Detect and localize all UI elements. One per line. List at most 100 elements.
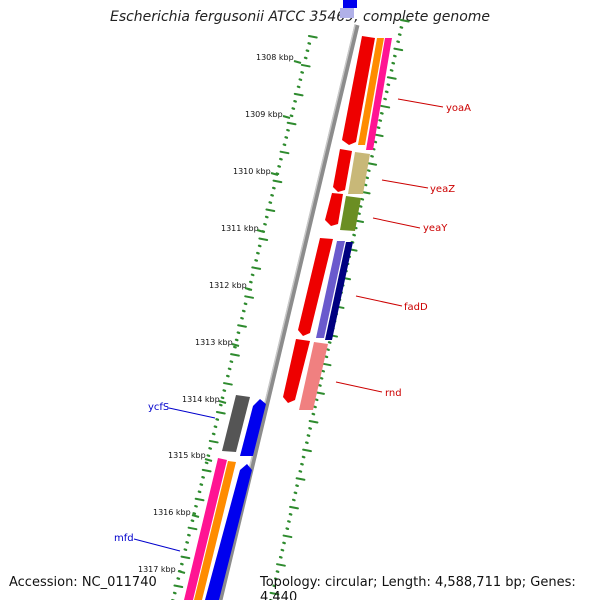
inner-track-dot xyxy=(237,324,247,328)
inner-track-dot xyxy=(220,396,225,400)
outer-track-dot xyxy=(282,534,293,539)
gene-label-mfd: mfd xyxy=(114,533,134,544)
outer-track-dot xyxy=(275,570,280,573)
inner-track-dot xyxy=(282,143,287,147)
inner-track-dot xyxy=(197,490,202,494)
inner-track-dot xyxy=(271,186,276,190)
inner-track-dot xyxy=(286,128,290,132)
outer-track-dot xyxy=(380,104,391,109)
gene-label-yeaY: yeaY xyxy=(423,223,448,234)
outer-track-dot xyxy=(391,61,396,65)
kbp-tick xyxy=(270,172,279,176)
top-blue-marker xyxy=(343,0,357,8)
inner-track-dot xyxy=(208,439,219,444)
inner-track-dot xyxy=(187,533,191,537)
inner-track-dot xyxy=(204,461,209,465)
inner-track-dot xyxy=(256,251,260,255)
inner-track-dot xyxy=(222,382,233,386)
yoaA-cds-red xyxy=(342,36,375,145)
inner-track-dot xyxy=(211,432,216,436)
outer-track-dot xyxy=(314,398,319,402)
inner-track-dot xyxy=(296,85,301,89)
accession-text: Accession: NC_011740 xyxy=(9,575,157,590)
inner-track-dot xyxy=(240,316,244,320)
outer-track-dot xyxy=(399,19,410,23)
gene-label-rnd: rnd xyxy=(385,388,402,399)
inner-track-dot xyxy=(298,78,303,81)
outer-track-dot xyxy=(378,119,383,122)
outer-track-dot xyxy=(386,83,391,87)
outer-track-dot xyxy=(288,512,293,516)
outer-track-dot xyxy=(302,448,312,453)
inner-track-dot xyxy=(244,295,255,299)
inner-track-dot xyxy=(199,483,204,486)
mfd-cds-blue xyxy=(205,464,252,600)
topology-text: Topology: circular; Length: 4,588,711 bp… xyxy=(260,575,576,600)
inner-track-dot xyxy=(206,454,211,457)
yoaA-leader xyxy=(397,98,444,108)
outer-track-dot xyxy=(366,169,371,172)
outer-track-dot xyxy=(373,140,378,144)
inner-track-dot xyxy=(307,35,318,39)
inner-track-dot xyxy=(215,411,226,415)
outer-track-dot xyxy=(311,412,316,416)
outer-track-dot xyxy=(301,455,306,459)
ycfS-leader xyxy=(168,407,216,419)
kbp-label: 1316 kbp xyxy=(153,508,191,517)
inner-track-dot xyxy=(300,63,311,68)
outer-track-dot xyxy=(308,427,312,430)
kbp-label: 1317 kbp xyxy=(138,565,176,574)
rnd-leader xyxy=(335,381,383,393)
fadD-cds-red xyxy=(298,238,333,336)
outer-track-dot xyxy=(360,197,365,201)
kbp-scale: 1308 kbp 1309 kbp 1310 kbp 1311 kbp 1312 kbp… xyxy=(138,53,302,574)
inner-track-dot xyxy=(258,237,269,241)
outer-track-dot xyxy=(379,111,384,115)
inner-track-dot xyxy=(264,215,269,219)
kbp-label: 1310 kbp xyxy=(233,167,271,176)
inner-track-dot xyxy=(275,172,280,175)
mfd-gene-pink xyxy=(184,458,227,600)
outer-track-dot xyxy=(298,470,303,473)
inner-track-dot xyxy=(293,92,304,97)
kbp-tick xyxy=(231,343,240,347)
outer-track-dot xyxy=(285,527,290,530)
top-lavender-marker xyxy=(340,8,354,18)
inner-track-dot xyxy=(233,345,237,349)
inner-track-dot xyxy=(185,541,190,544)
inner-track-dot xyxy=(268,201,273,204)
outer-track-dot xyxy=(357,212,361,215)
inner-track-dot xyxy=(173,584,184,589)
kbp-tick xyxy=(244,287,253,291)
inner-track-dot xyxy=(192,512,197,515)
inner-track-dot xyxy=(213,425,218,429)
yeaZ-leader xyxy=(381,179,429,189)
outer-track-dot xyxy=(399,26,404,29)
kbp-tick xyxy=(177,570,186,574)
inner-track-dot xyxy=(270,193,274,197)
inner-track-dot xyxy=(279,150,290,155)
outer-track-dot xyxy=(393,47,404,52)
outer-track-dot xyxy=(308,419,319,424)
outer-track-dot xyxy=(272,584,277,588)
inner-track-dot xyxy=(277,165,282,168)
outer-track-dot xyxy=(326,348,330,351)
outer-track-dot xyxy=(295,484,299,488)
mfd-gene-orange xyxy=(194,461,236,600)
inner-track-dot xyxy=(250,273,255,277)
inner-track-dot xyxy=(257,244,262,248)
inner-track-dot xyxy=(254,259,259,262)
kbp-tick xyxy=(256,229,265,233)
inner-track-dot xyxy=(208,447,213,450)
yeaY-gene-olive xyxy=(340,196,361,231)
inner-track-dot xyxy=(187,526,198,531)
inner-track-dot xyxy=(272,179,283,184)
outer-track-dot xyxy=(306,434,311,437)
kbp-label: 1312 kbp xyxy=(209,281,247,290)
inner-track-dot xyxy=(236,331,241,335)
outer-track-dot xyxy=(363,183,368,187)
kbp-label: 1311 kbp xyxy=(221,224,259,233)
rnd-cds-red xyxy=(283,339,310,403)
kbp-label: 1314 kbp xyxy=(182,395,220,404)
